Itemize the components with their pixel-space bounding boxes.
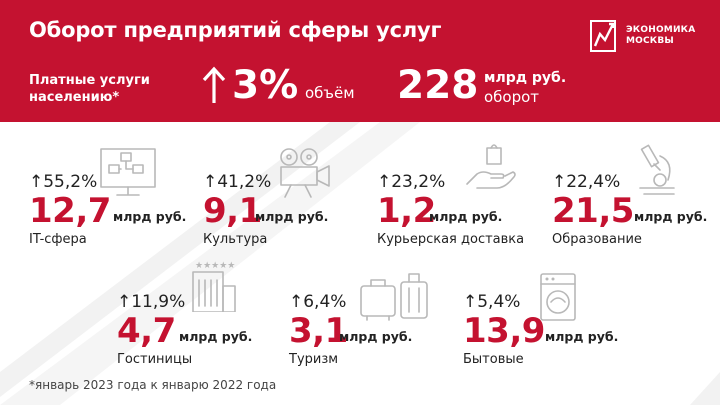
logo: ЭКОНОМИКА МОСКВЫ <box>590 18 715 54</box>
growth-percent: ↑55,2% <box>29 172 98 192</box>
category-name: IT-сфера <box>29 232 87 247</box>
card-courier: ↑23,2% 1,2 млрд руб. Курьерская доставка <box>377 144 537 252</box>
growth-percent: ↑22,4% <box>552 172 621 192</box>
header-banner: Оборот предприятий сферы услуг ЭКОНОМИКА… <box>0 0 720 122</box>
unit-label: млрд руб. <box>255 209 329 224</box>
turnover-value: 228 <box>397 63 479 108</box>
microscope-icon <box>639 144 675 195</box>
logo-text: ЭКОНОМИКА МОСКВЫ <box>626 25 696 46</box>
card-tourism: ↑6,4% 3,1 млрд руб. Туризм <box>289 273 449 372</box>
turnover-label: оборот <box>484 88 540 106</box>
washing-machine-icon <box>540 273 576 321</box>
turnover-value: 12,7 <box>29 191 111 231</box>
growth-percent: ↑41,2% <box>203 172 272 192</box>
luggage-icon <box>360 273 428 321</box>
turnover-value: 4,7 <box>117 311 176 351</box>
unit-label: млрд руб. <box>634 209 708 224</box>
category-name: Курьерская доставка <box>377 232 525 247</box>
monitor-icon <box>100 148 156 196</box>
footnote: *январь 2023 года к январю 2022 года <box>29 378 277 392</box>
svg-text:★★★★★: ★★★★★ <box>195 261 235 271</box>
arrow-up-icon <box>202 66 226 103</box>
unit-label: млрд руб. <box>113 209 187 224</box>
category-name: Бытовые <box>463 352 524 367</box>
logo-chart-icon <box>590 20 616 52</box>
turnover-value: 21,5 <box>552 191 634 231</box>
card-culture: ↑41,2% 9,1 млрд руб. Культура <box>203 148 363 252</box>
movie-camera-icon <box>280 148 330 198</box>
volume-growth-value: 3% <box>232 63 299 108</box>
card-education: ↑22,4% 21,5 млрд руб. Образование <box>552 144 712 252</box>
category-name: Образование <box>552 232 642 247</box>
unit-label: млрд руб. <box>429 209 503 224</box>
turnover-unit: млрд руб. <box>484 70 567 86</box>
growth-percent: ↑11,9% <box>117 292 186 312</box>
category-name: Культура <box>203 232 268 247</box>
page-title: Оборот предприятий сферы услуг <box>29 18 442 42</box>
category-name: Туризм <box>289 352 339 367</box>
unit-label: млрд руб. <box>179 329 253 344</box>
background-stripes <box>0 122 720 405</box>
category-name: Гостиницы <box>117 352 193 367</box>
growth-percent: ↑23,2% <box>377 172 446 192</box>
turnover-value: 13,9 <box>463 311 545 351</box>
delivery-hand-icon <box>466 144 516 189</box>
turnover-value: 1,2 <box>377 191 436 231</box>
volume-label: объём <box>305 84 355 102</box>
unit-label: млрд руб. <box>545 329 619 344</box>
card-household: ↑5,4% 13,9 млрд руб. Бытовые <box>463 273 643 372</box>
card-hotels: ★★★★★ ↑11,9% 4,7 млрд руб. Гостиницы <box>117 261 277 372</box>
hotel-icon: ★★★★★ <box>192 261 236 312</box>
growth-percent: ↑5,4% <box>463 292 521 312</box>
card-it: ↑55,2% 12,7 млрд руб. IT-сфера <box>29 148 189 252</box>
growth-percent: ↑6,4% <box>289 292 347 312</box>
turnover-value: 9,1 <box>203 191 262 231</box>
paid-services-label: Платные услуги населению* <box>29 73 150 105</box>
unit-label: млрд руб. <box>339 329 413 344</box>
turnover-value: 3,1 <box>289 311 348 351</box>
